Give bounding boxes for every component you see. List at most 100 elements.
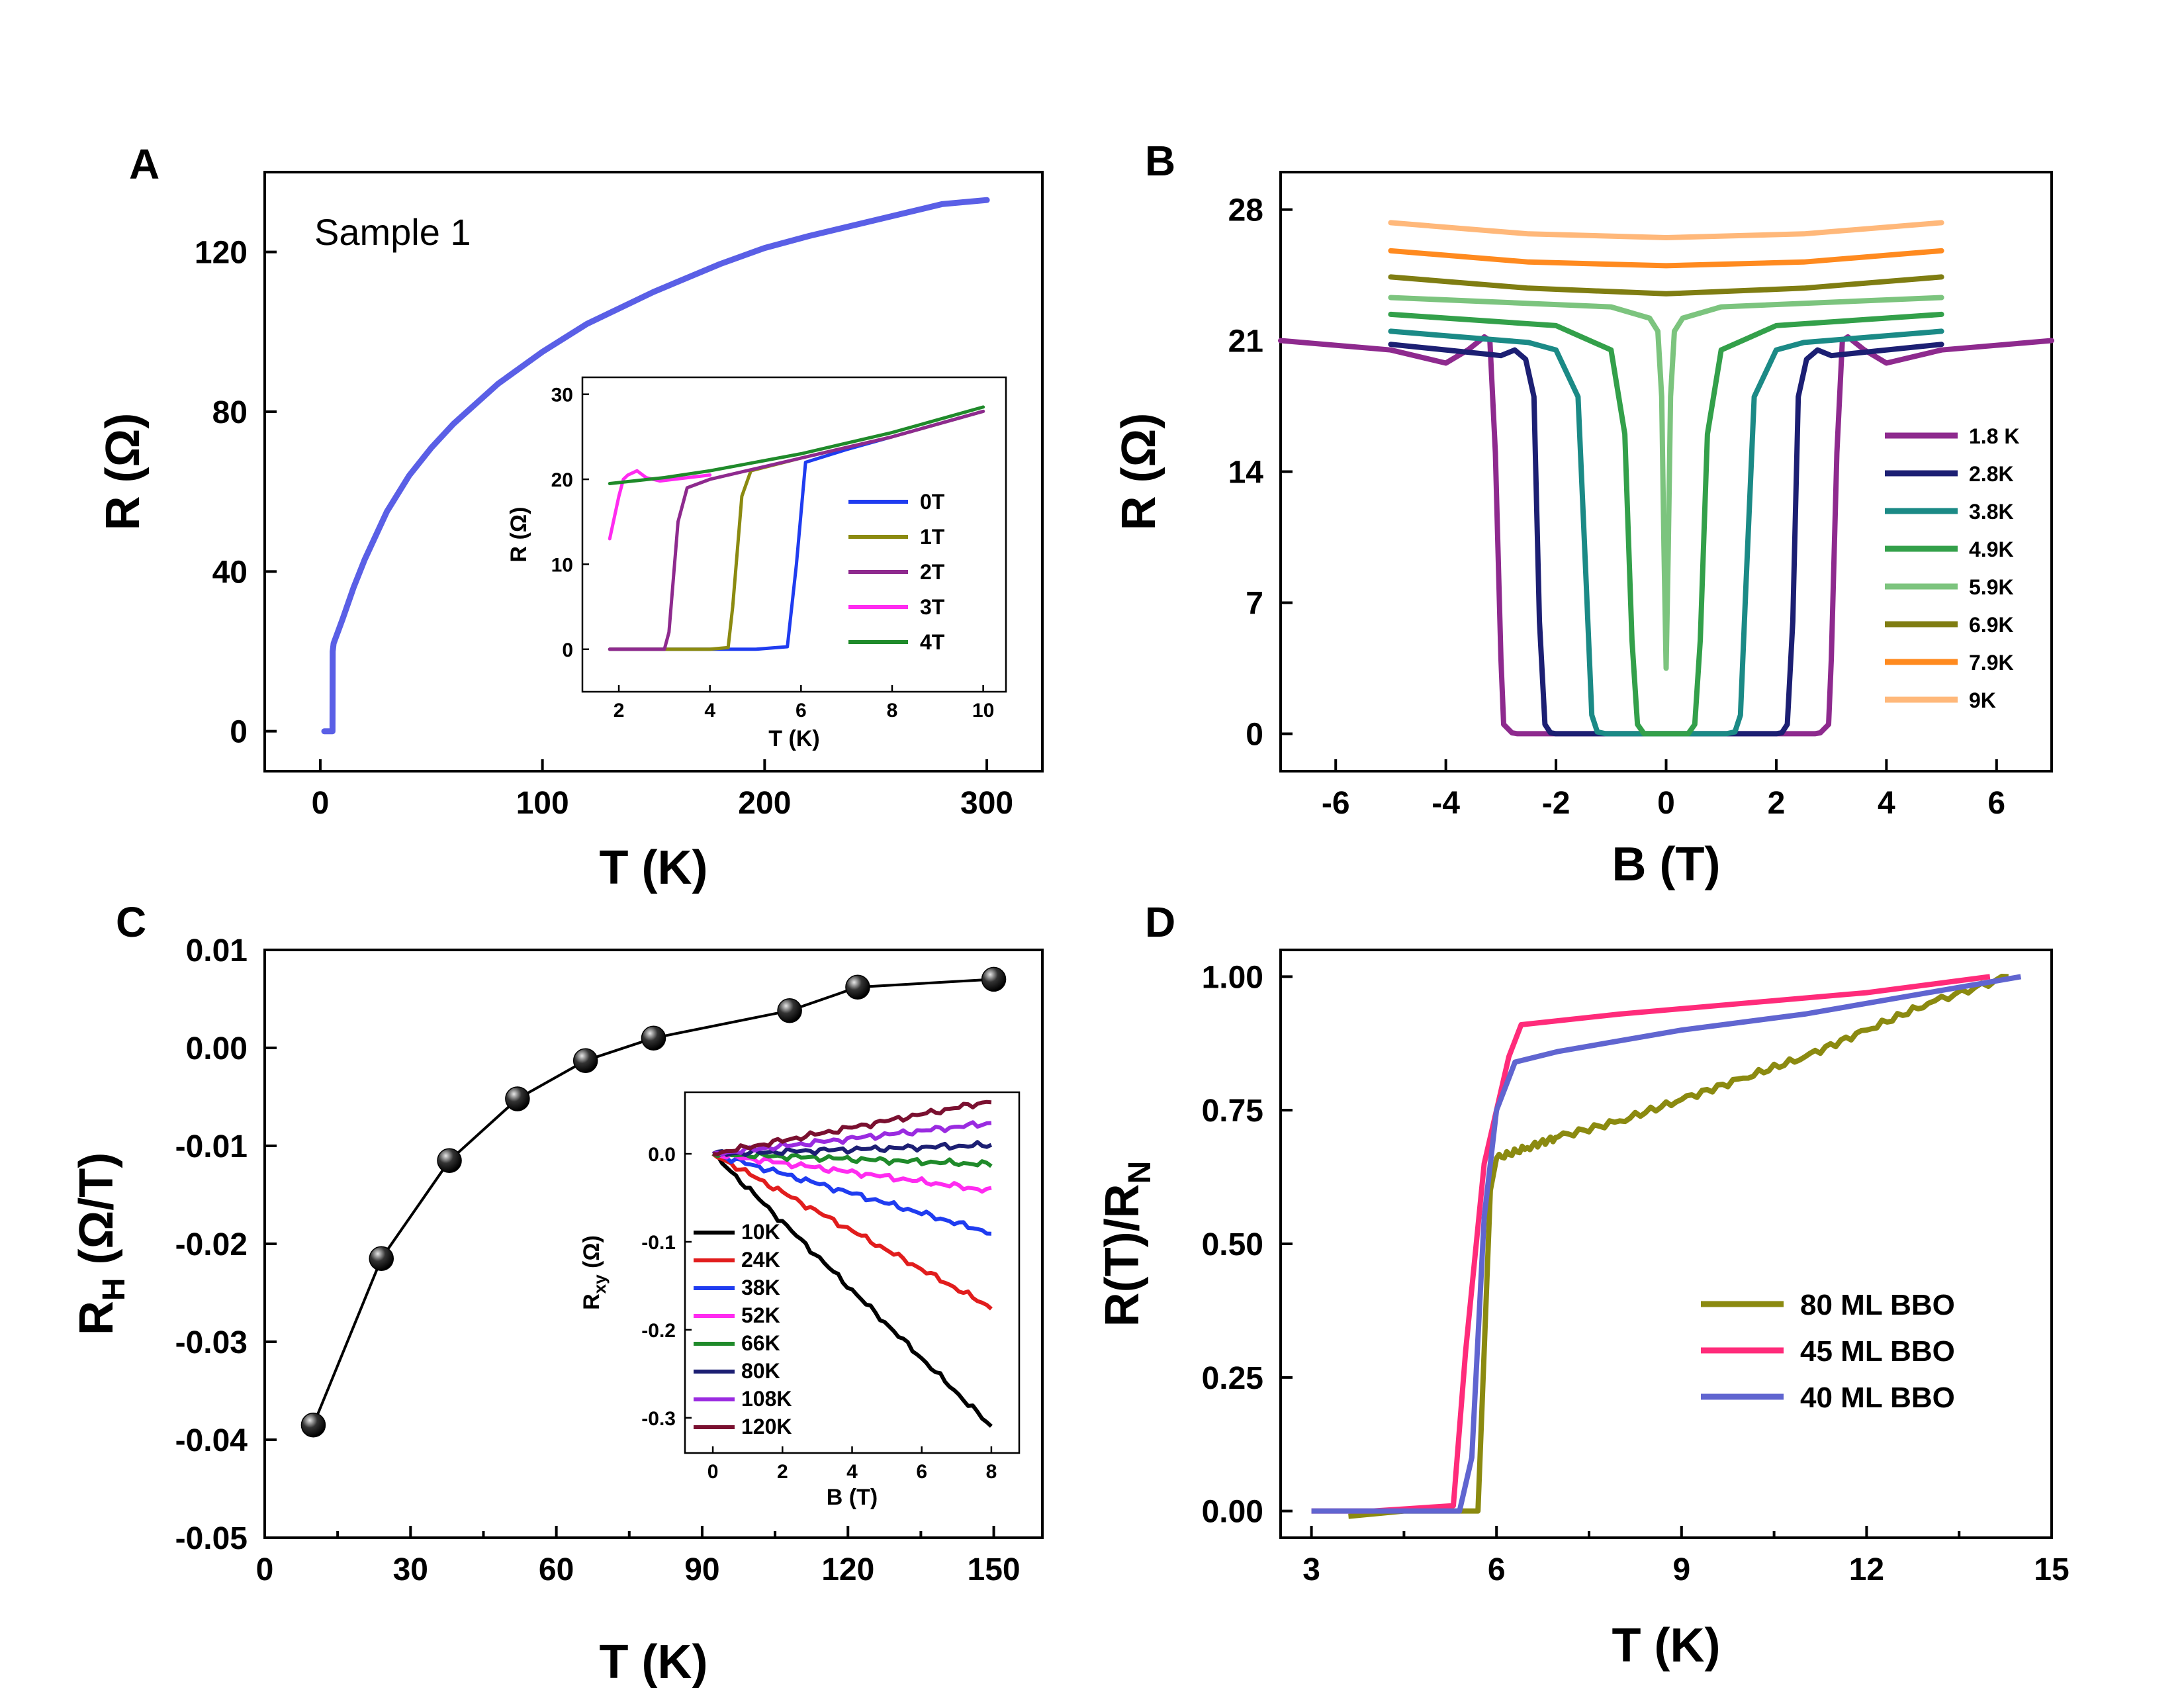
panel-c-inset-series-line	[712, 1152, 991, 1236]
panel-b-ytick-label: 28	[1228, 193, 1263, 228]
panel-c-inset-ytick-label: -0.2	[641, 1320, 676, 1342]
panel-a-ytick-label: 40	[212, 555, 248, 590]
panel-b-legend-label: 9K	[1969, 688, 1996, 712]
panel-c-ytick-label: 0.00	[186, 1031, 248, 1066]
panel-c-data-point	[981, 966, 1007, 992]
panel-c-data-point	[845, 974, 870, 1000]
panel-b-legend-label: 2.8K	[1969, 462, 2014, 486]
panel-c-data-point	[505, 1086, 530, 1111]
panel-a-inset-frame	[581, 376, 1007, 693]
panel-c-inset-legend-label: 66K	[741, 1331, 780, 1355]
panel-c: 0 30 60 90 120 150-0.05-0.04-0.03-0.02-0.010.…	[70, 898, 1044, 1688]
panel-a-xtick-label: 0	[312, 786, 330, 821]
panel-b-series-line	[1388, 220, 1944, 240]
panel-c-inset-ytick-label: 0.0	[648, 1144, 676, 1166]
panel-c-ytick-label: 0.01	[186, 933, 248, 968]
panel-a-xlabel: T (K)	[600, 841, 708, 894]
panel-d-xtick-label: 6	[1488, 1552, 1506, 1587]
panel-c-inset-legend-label: 108K	[741, 1387, 792, 1411]
panel-d-ylabel-main: R(T)/R	[1096, 1184, 1149, 1327]
panel-a-xtick-label: 100	[516, 786, 569, 821]
panel-c-inset-series-line	[712, 1120, 992, 1157]
panel-b-series-line	[1388, 248, 1944, 269]
panel-c-xlabel: T (K)	[600, 1636, 708, 1688]
panel-c-inset-legend-label: 24K	[741, 1248, 780, 1272]
panel-a-inset-legend-label: 4T	[920, 630, 945, 654]
panel-b-xlabel: B (T)	[1612, 838, 1721, 891]
panel-c-ytick-label: -0.04	[175, 1423, 248, 1458]
panel-b-legend-label: 6.9K	[1969, 613, 2014, 637]
panel-c-inset-legend-label: 80K	[741, 1359, 780, 1383]
panel-d-legend-label: 80 ML BBO	[1800, 1289, 1955, 1321]
panel-d-legend-label: 45 ML BBO	[1800, 1335, 1955, 1368]
panel-a-inset-ytick-label: 30	[551, 385, 573, 406]
panel-a-ytick-label: 120	[195, 236, 248, 271]
panel-a-inset-series-line	[608, 405, 985, 485]
panel-d-xtick-label: 3	[1302, 1552, 1320, 1587]
panel-c-xtick-label: 150	[968, 1552, 1021, 1587]
panel-a-frame	[263, 171, 1044, 773]
panel-b-xtick-label: 0	[1657, 786, 1675, 821]
panel-c-xtick-label: 0	[256, 1552, 274, 1587]
panel-b-series-line	[1388, 274, 1944, 297]
panel-c-inset-series-line	[712, 1151, 992, 1194]
panel-a-ytick-label: 0	[230, 715, 248, 750]
panel-c-data-point	[572, 1048, 598, 1073]
panel-a-inset-ytick-label: 0	[562, 639, 573, 661]
panel-a-series-line	[321, 197, 990, 735]
panel-a-inset-xtick-label: 2	[614, 700, 625, 722]
panel-a-inset-bg	[582, 377, 1006, 692]
panel-b-legend-label: 4.9K	[1969, 538, 2014, 561]
panel-a-inset-xtick-label: 4	[704, 700, 715, 722]
panel-a-ylabel: R (Ω)	[97, 413, 150, 531]
panel-c-xtick-label: 30	[393, 1552, 428, 1587]
panel-d: 3 6 9 12 15 0.00 0.25 0.50 0.75 1.00 D T (K) R(T)/RN…	[1096, 898, 2070, 1672]
panel-c-xtick-label: 90	[684, 1552, 719, 1587]
panel-a-inset-ylabel: R (Ω)	[506, 507, 531, 563]
panel-d-series-line	[1348, 974, 2009, 1519]
panel-c-inset-series-line	[712, 1100, 992, 1156]
panel-b-legend-label: 7.9K	[1969, 651, 2014, 675]
panel-d-frame	[1279, 949, 2053, 1539]
panel-a-xtick-label: 300	[960, 786, 1013, 821]
panel-c-inset-xlabel: B (T)	[827, 1485, 878, 1510]
panel-c-ytick-label: -0.05	[175, 1521, 248, 1556]
panel-d-ylabel-sub: N	[1122, 1161, 1158, 1184]
panel-a-inset-xlabel: T (K)	[768, 726, 819, 751]
panel-c-ylabel-rest: (Ω/T)	[70, 1152, 123, 1278]
panel-c-inset-ytick-label: -0.1	[641, 1232, 676, 1254]
panel-c-data-point	[641, 1025, 666, 1051]
panel-b-ytick-label: 7	[1246, 586, 1263, 621]
panel-b-legend-label: 5.9K	[1969, 575, 2014, 599]
panel-b-xtick-label: -4	[1432, 786, 1460, 821]
panel-b-xtick-label: -2	[1542, 786, 1570, 821]
panel-d-ytick-label: 0.75	[1202, 1094, 1263, 1129]
panel-c-inset-legend-label: 120K	[741, 1415, 792, 1438]
panel-c-label: C	[116, 898, 146, 946]
panel-a-xtick-label: 200	[738, 786, 791, 821]
panel-d-ytick-label: 1.00	[1202, 960, 1263, 995]
panel-c-data-point	[300, 1413, 326, 1438]
panel-d-xtick-label: 9	[1672, 1552, 1690, 1587]
panel-a-ytick-label: 80	[212, 395, 248, 430]
panel-c-inset-xtick-label: 4	[846, 1461, 858, 1483]
panel-c-data-point	[437, 1148, 462, 1173]
panel-b-xtick-label: 2	[1768, 786, 1786, 821]
panel-b: -6 -4 -2 0 2 4 6 0 7 14 21 28 B B (T) R (Ω) 1.8 K 2.8K 3.…	[1113, 137, 2054, 891]
panel-a-inset-xtick-label: 10	[972, 700, 994, 722]
panel-b-series-line	[1388, 295, 1944, 671]
panel-d-series-line	[1311, 974, 2022, 1514]
panel-c-inset-legend-label: 52K	[741, 1303, 780, 1327]
panel-c-data-point	[369, 1246, 394, 1271]
panel-c-inset-ylabel-sub: xy	[590, 1274, 610, 1293]
panel-b-label: B	[1145, 137, 1175, 185]
panel-a-inset-xtick-label: 8	[887, 700, 898, 722]
panel-c-inset-ylabel-rest: (Ω)	[579, 1235, 604, 1274]
panel-a-inset-legend-label: 1T	[920, 525, 945, 549]
panel-a-inset-ytick-label: 10	[551, 554, 573, 576]
panel-b-xtick-label: -6	[1322, 786, 1350, 821]
panel-c-inset-xtick-label: 0	[707, 1461, 719, 1483]
panel-c-ytick-label: -0.03	[175, 1325, 248, 1360]
panel-d-label: D	[1145, 898, 1175, 946]
panel-a-label: A	[129, 140, 159, 188]
